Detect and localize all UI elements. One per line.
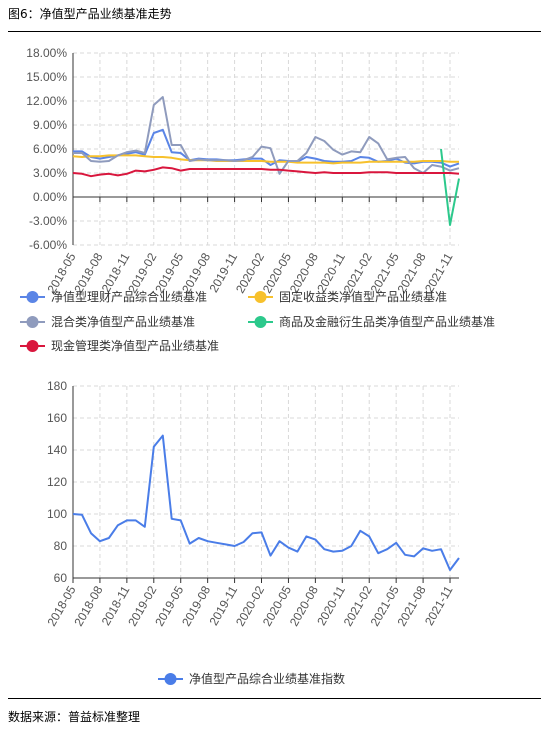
legend-label: 固定收益类净值型产品业绩基准 (279, 289, 447, 304)
y-tick-label: 18.00% (26, 46, 67, 60)
legend-item-1[interactable]: 净值型产品综合业绩基准指数 (158, 671, 345, 686)
y-tick-label: -3.00% (29, 214, 67, 228)
legend-label: 净值型产品综合业绩基准指数 (189, 671, 345, 686)
y-tick-label: 120 (47, 475, 67, 489)
legend-label: 净值型理财产品综合业绩基准 (51, 289, 207, 304)
bottom-rule (8, 698, 541, 699)
y-tick-label: 15.00% (26, 70, 67, 84)
legend-swatch-dot (254, 316, 267, 328)
chart1-axes: -6.00% -3.00% 0.00% 3.00% 6.00% 9.00% 12.00% 15… (26, 46, 459, 296)
legend-swatch-dot (164, 673, 177, 685)
series-line-2 (72, 154, 459, 165)
top-rule (8, 31, 541, 32)
y-tick-label: 9.00% (33, 118, 67, 132)
legend-label: 商品及金融衍生品类净值型产品业绩基准 (279, 314, 495, 329)
chart2-legend[interactable]: 净值型产品综合业绩基准指数 (158, 671, 345, 686)
legend-item-3[interactable]: 混合类净值型产品业绩基准 (20, 314, 195, 329)
y-tick-label: 100 (47, 507, 67, 521)
legend-item-1[interactable]: 净值型理财产品综合业绩基准 (20, 289, 207, 304)
index-chart: 60801001201401601802018-052018-082018-11… (44, 379, 460, 686)
y-tick-label: 140 (47, 443, 67, 457)
chart2-axes: 60801001201401601802018-052018-082018-11… (44, 379, 459, 629)
series-line-5 (72, 166, 460, 178)
chart1-gridlines (72, 52, 459, 246)
y-tick-label: 3.00% (33, 166, 67, 180)
y-tick-label: -6.00% (29, 238, 67, 252)
legend-swatch-dot (254, 291, 267, 303)
y-tick-label: 180 (47, 379, 67, 393)
legend-item-4[interactable]: 商品及金融衍生品类净值型产品业绩基准 (248, 314, 495, 329)
legend-swatch-dot (26, 291, 39, 303)
series-line-1 (72, 434, 460, 571)
y-tick-label: 80 (54, 539, 68, 553)
y-tick-label: 160 (47, 411, 67, 425)
y-tick-label: 0.00% (33, 190, 67, 204)
legend-swatch-dot (26, 340, 39, 352)
source-note: 数据来源：普益标准整理 (8, 710, 141, 724)
legend-label: 混合类净值型产品业绩基准 (51, 314, 195, 329)
figure-title: 图6：净值型产品业绩基准走势 (8, 7, 172, 21)
legend-swatch-dot (26, 316, 39, 328)
benchmark-chart: -6.00% -3.00% 0.00% 3.00% 6.00% 9.00% 12.00% 15… (20, 46, 495, 353)
y-tick-label: 12.00% (26, 94, 67, 108)
series-line-4 (440, 148, 460, 226)
series-line-3 (73, 96, 460, 175)
y-tick-label: 60 (54, 571, 68, 585)
y-tick-label: 6.00% (33, 142, 67, 156)
chart1-series (72, 96, 460, 226)
legend-item-2[interactable]: 固定收益类净值型产品业绩基准 (248, 289, 447, 304)
chart2-series (72, 434, 460, 571)
legend-item-5[interactable]: 现金管理类净值型产品业绩基准 (20, 338, 219, 353)
legend-label: 现金管理类净值型产品业绩基准 (51, 338, 219, 353)
